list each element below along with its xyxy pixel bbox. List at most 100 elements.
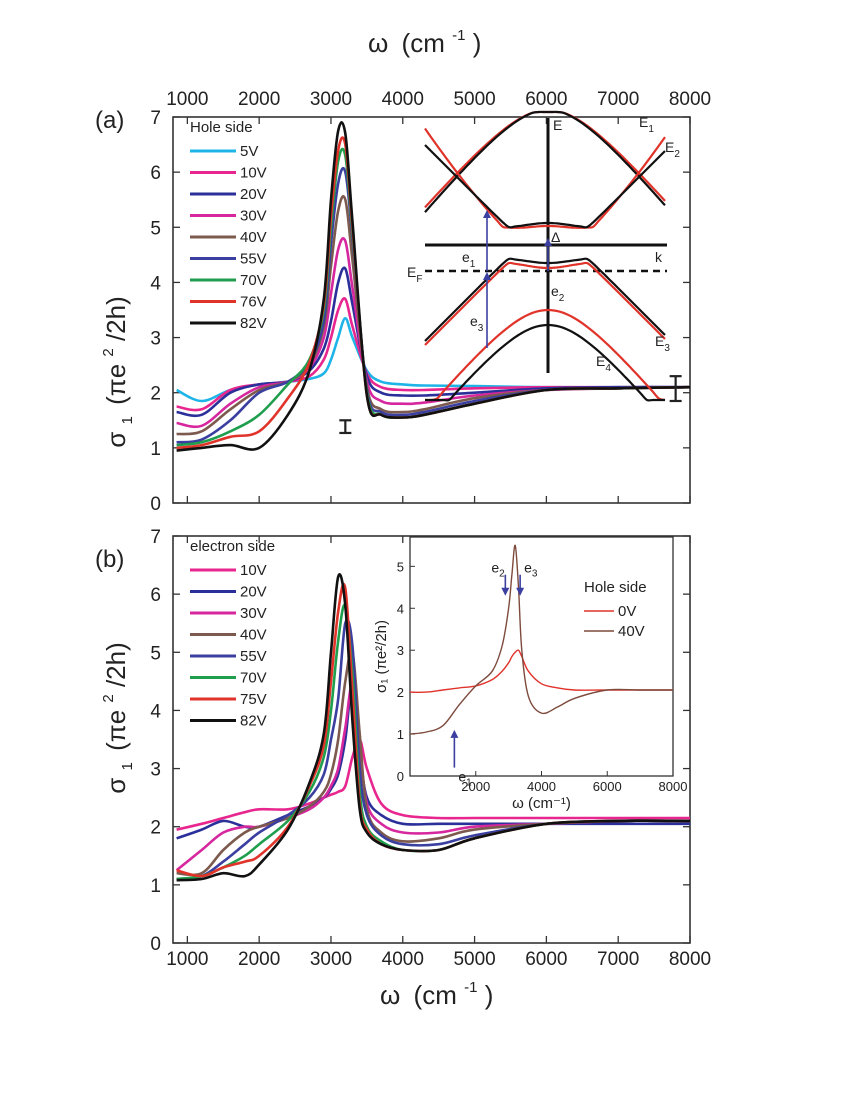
x-tick-label-top: 8000	[669, 89, 711, 110]
bottom-axis-close: )	[485, 980, 494, 1010]
x-tick-label: 6000	[525, 949, 567, 970]
legend-title: Hole side	[190, 119, 253, 136]
inset-series-line-40V	[409, 544, 673, 735]
x-tick-label-top: 4000	[382, 89, 424, 110]
x-tick-label-top: 7000	[597, 89, 639, 110]
label-k-axis: k	[655, 249, 663, 265]
label-EF: EF	[407, 264, 422, 285]
label-E3: E3	[655, 333, 670, 354]
panel-b-plot: 1000 2000 3000 4000 5000 6000 7000 8000 0 1 2 3 4 5 6 7…	[150, 527, 711, 970]
label-k-axis-main: k	[655, 249, 663, 265]
label-E2-sub: 2	[674, 149, 680, 160]
y-tick-label: 3	[150, 329, 161, 350]
y-tick-label: 1	[150, 439, 161, 460]
inset-label-e1-sub: 1	[466, 778, 472, 789]
inset-legend-label-40V: 40V	[618, 623, 645, 640]
inset-arrow-head-e3	[516, 587, 525, 596]
inset-y-tick-label: 4	[397, 601, 404, 616]
label-energy-axis: E	[553, 117, 562, 133]
label-e3: e3	[470, 313, 484, 334]
ylabel-a-exp: 2	[100, 348, 117, 356]
label-e1-main: e	[462, 249, 470, 265]
legend-label-10V: 10V	[240, 562, 267, 579]
inset-y-tick-label: 0	[397, 769, 404, 784]
legend-label-55V: 55V	[240, 648, 267, 665]
legend-label-70V: 70V	[240, 272, 267, 289]
ylabel-b-unit: (πe	[101, 710, 131, 751]
top-axis-unit: (cm	[402, 28, 445, 58]
legend-label-70V: 70V	[240, 670, 267, 687]
label-e1-sub: 1	[470, 259, 476, 270]
legend-label-75V: 75V	[240, 691, 267, 708]
label-EF-main: E	[407, 264, 416, 280]
ylabel-b: σ 1 (πe 2 /2h)	[89, 642, 138, 794]
inset-frame	[409, 536, 674, 777]
legend-title: electron side	[190, 538, 275, 555]
y-tick-label: 2	[150, 384, 161, 405]
inset-label-e3: e3	[524, 560, 538, 580]
label-e1: e1	[462, 249, 476, 270]
y-tick-label: 0	[150, 494, 161, 515]
bottom-axis-unit: (cm	[414, 980, 457, 1010]
label-energy-axis-main: E	[553, 117, 562, 133]
label-e2-sub: 2	[559, 293, 565, 304]
panel-a-label: (a)	[95, 107, 124, 134]
x-tick-label: 7000	[597, 949, 639, 970]
inset-chart: 2000 4000 6000 8000 0 1 2 3 4 5 ω (cm⁻¹) σ₁ (πe²/2h…	[373, 536, 687, 812]
x-tick-label: 4000	[382, 949, 424, 970]
y-tick-label: 1	[150, 876, 161, 897]
transition-arrow-e2-head	[544, 238, 552, 246]
series-line-10V	[176, 738, 690, 831]
inset-y-tick-label: 1	[397, 727, 404, 742]
panel-b-label: (b)	[95, 546, 124, 573]
y-tick-label: 4	[150, 273, 161, 294]
ylabel-a-unit: (πe	[101, 364, 131, 405]
label-E3-sub: 3	[664, 343, 670, 354]
inset-legend-title: Hole side	[584, 579, 647, 596]
legend-label-20V: 20V	[240, 584, 267, 601]
series-line-82V	[176, 573, 691, 882]
top-axis-close: )	[473, 28, 482, 58]
y-tick-label: 0	[150, 934, 161, 955]
ylabel-b-sub: 1	[119, 762, 136, 770]
inset-arrow-head-e1	[450, 729, 459, 738]
inset-ylabel: σ₁ (πe²/2h)	[373, 620, 390, 693]
bottom-axis-omega: ω	[380, 980, 400, 1010]
series-line-30V	[175, 682, 691, 872]
band-E1-red	[424, 110, 666, 209]
plot-frame	[172, 116, 691, 504]
band-E4-red	[424, 308, 666, 402]
ylabel-b-sigma: σ	[101, 778, 131, 794]
label-E4: E4	[596, 353, 611, 374]
legend-label-10V: 10V	[240, 165, 267, 182]
y-tick-label: 7	[150, 527, 161, 548]
x-tick-label-top: 1000	[166, 89, 208, 110]
legend-label-76V: 76V	[240, 294, 267, 311]
y-tick-label: 5	[150, 643, 161, 664]
y-tick-label: 6	[150, 163, 161, 184]
inset-xlabel: ω (cm⁻¹)	[512, 795, 571, 812]
inset-label-e3-sub: 3	[532, 569, 538, 580]
band-E2-red	[424, 127, 666, 229]
ylabel-b-exp: 2	[100, 694, 117, 702]
inset-label-e1: e1	[458, 769, 472, 789]
panel-a-plot: 1000 2000 3000 4000 5000 6000 7000 8000 0 1 2 3 4 5 6 7…	[150, 89, 711, 515]
x-tick-label-top: 5000	[453, 89, 495, 110]
inset-x-tick-label: 6000	[593, 779, 622, 794]
ylabel-a: σ 1 (πe 2 /2h)	[89, 296, 138, 448]
y-tick-label: 3	[150, 760, 161, 781]
band-E2-black	[424, 144, 666, 229]
label-delta-main: Δ	[551, 229, 560, 245]
x-tick-label: 1000	[166, 949, 208, 970]
label-E2-main: E	[665, 139, 674, 155]
band-E3-black	[424, 257, 666, 342]
inset-label-e3-main: e	[524, 560, 532, 576]
transition-arrow-e1-head	[483, 210, 491, 218]
ylabel-b-close: /2h)	[101, 642, 131, 687]
legend-label-82V: 82V	[240, 315, 267, 332]
bottom-axis-exp: -1	[464, 979, 477, 996]
inset-label-e2-main: e	[491, 560, 499, 576]
x-tick-label-top: 3000	[310, 89, 352, 110]
series-line-82V	[176, 121, 691, 452]
inset-arrow-head-e2	[501, 587, 510, 596]
